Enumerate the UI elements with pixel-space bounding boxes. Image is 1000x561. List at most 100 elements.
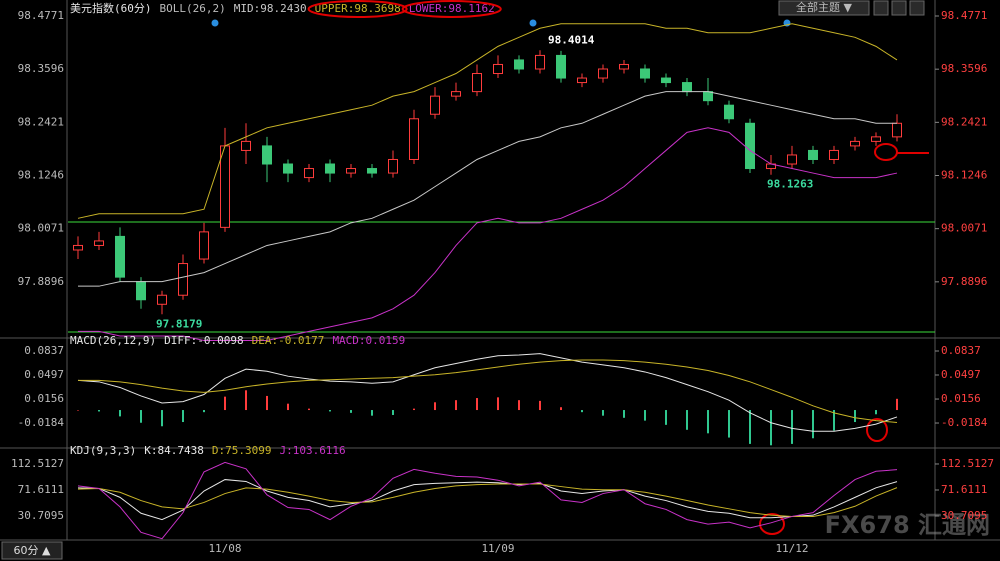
legend-entry: MID:98.2430 bbox=[234, 2, 307, 15]
y-tick-label: 97.8896 bbox=[941, 275, 987, 288]
y-tick-label: 98.3596 bbox=[18, 62, 64, 75]
indicator-line bbox=[77, 483, 898, 517]
candle-body bbox=[115, 235, 125, 278]
indicator-line bbox=[77, 479, 898, 521]
candle-body bbox=[367, 168, 377, 174]
y-tick-label: 0.0837 bbox=[941, 344, 981, 357]
macd-bar bbox=[854, 410, 856, 423]
candle-body bbox=[619, 63, 629, 70]
legend-entry: K:84.7438 bbox=[144, 444, 204, 457]
x-tick-label: 11/09 bbox=[481, 542, 514, 555]
macd-bar bbox=[329, 410, 331, 412]
legend-entry: D:75.3099 bbox=[212, 444, 272, 457]
candle-body bbox=[451, 91, 461, 97]
macd-bar bbox=[392, 410, 394, 415]
tool-icon[interactable] bbox=[909, 0, 925, 16]
indicator-line bbox=[77, 461, 898, 540]
candle-body bbox=[325, 163, 335, 174]
period-button-label: 60分 ▲ bbox=[14, 544, 51, 557]
macd-bar bbox=[875, 410, 877, 415]
macd-bar bbox=[770, 410, 772, 446]
indicator-line bbox=[78, 359, 898, 424]
candle-body bbox=[556, 54, 566, 79]
macd-bar bbox=[413, 408, 415, 411]
macd-bar bbox=[518, 400, 520, 411]
y-tick-label: 98.4771 bbox=[941, 9, 987, 22]
y-tick-label: 98.3596 bbox=[941, 62, 987, 75]
candle-body bbox=[346, 168, 356, 174]
y-tick-label: 112.5127 bbox=[941, 457, 994, 470]
candle-body bbox=[94, 240, 104, 246]
y-tick-label: 98.4771 bbox=[18, 9, 64, 22]
candle-body bbox=[199, 231, 209, 260]
legend-title: 美元指数(60分) bbox=[70, 1, 152, 15]
period-button[interactable] bbox=[1, 541, 63, 560]
macd-bar bbox=[665, 410, 667, 425]
candle-body bbox=[73, 244, 83, 251]
legend-title: KDJ(9,3,3) bbox=[70, 444, 136, 457]
y-tick-label: 112.5127 bbox=[11, 457, 64, 470]
candle-body bbox=[892, 122, 902, 138]
macd-bar bbox=[560, 407, 562, 411]
y-tick-label: 30.7095 bbox=[941, 509, 987, 522]
y-tick-label: 71.6111 bbox=[18, 483, 64, 496]
watermark: FX678 汇通网 bbox=[825, 511, 990, 539]
tool-icon[interactable] bbox=[891, 0, 907, 16]
macd-bar bbox=[896, 398, 898, 411]
candle-body bbox=[220, 145, 230, 228]
macd-bar bbox=[623, 410, 625, 418]
price-annotation: 97.8179 bbox=[156, 317, 202, 330]
price-annotation: 98.4014 bbox=[548, 33, 595, 46]
candle-body bbox=[829, 149, 839, 160]
macd-bar bbox=[266, 395, 268, 411]
y-tick-label: 0.0837 bbox=[24, 344, 64, 357]
candle-body bbox=[409, 118, 419, 160]
candle-body bbox=[808, 149, 818, 160]
macd-bar bbox=[287, 403, 289, 411]
price-annotation: 98.1263 bbox=[767, 178, 813, 191]
y-tick-label: 98.0071 bbox=[18, 222, 64, 235]
candle-body bbox=[745, 122, 755, 170]
candle-body bbox=[388, 158, 398, 174]
macd-bar bbox=[182, 410, 184, 423]
candle-body bbox=[535, 54, 545, 70]
indicator-line bbox=[77, 353, 898, 432]
candle-body bbox=[136, 281, 146, 301]
event-dot[interactable] bbox=[529, 19, 537, 27]
candle-body bbox=[724, 104, 734, 120]
highlight-circle bbox=[401, 0, 502, 18]
highlight-circle bbox=[866, 418, 888, 442]
candle-body bbox=[661, 77, 671, 84]
x-tick-label: 11/08 bbox=[208, 542, 241, 555]
y-tick-label: 98.2421 bbox=[941, 115, 987, 128]
event-dot[interactable] bbox=[211, 19, 219, 27]
candle-body bbox=[241, 140, 251, 151]
legend-entry: LOWER:98.1162 bbox=[409, 2, 495, 15]
theme-button-label: 全部主题 ▼ bbox=[796, 0, 852, 14]
macd-bar bbox=[791, 410, 793, 444]
legend-entry: DIFF:-0.0098 bbox=[164, 334, 243, 347]
macd-bar bbox=[581, 410, 583, 413]
candle-body bbox=[514, 59, 524, 70]
macd-bar bbox=[728, 410, 730, 438]
legend-entry: J:103.6116 bbox=[279, 444, 345, 457]
y-tick-label: 98.1246 bbox=[18, 169, 64, 182]
y-tick-label: 0.0497 bbox=[941, 368, 981, 381]
candle-body bbox=[598, 68, 608, 79]
macd-bar bbox=[308, 408, 310, 411]
legend-entry: MACD:0.0159 bbox=[332, 334, 405, 347]
macd-bar bbox=[245, 390, 247, 411]
candle-body bbox=[640, 68, 650, 79]
legend-subtitle: BOLL(26,2) bbox=[160, 2, 226, 15]
boll-line bbox=[78, 91, 897, 287]
tool-icon[interactable] bbox=[873, 0, 889, 16]
theme-button[interactable] bbox=[778, 0, 870, 16]
candle-body bbox=[871, 136, 881, 142]
candle-body bbox=[787, 154, 797, 165]
y-tick-label: 98.2421 bbox=[18, 115, 64, 128]
candle-body bbox=[577, 77, 587, 84]
highlight-circle bbox=[759, 513, 785, 535]
legend-entry: UPPER:98.3698 bbox=[315, 2, 401, 15]
legend-entry: DEA:-0.0177 bbox=[252, 334, 325, 347]
macd-bar bbox=[497, 397, 499, 411]
